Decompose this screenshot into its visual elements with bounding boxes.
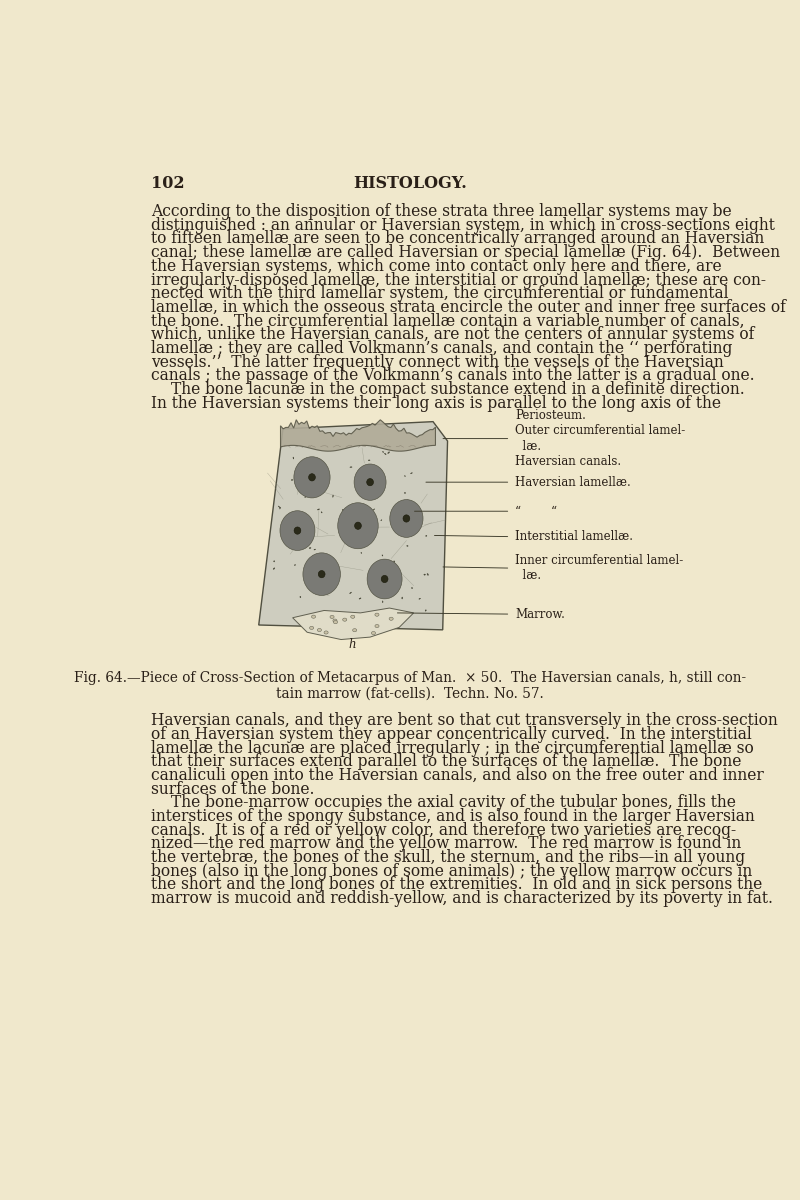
- Text: 102: 102: [151, 175, 185, 192]
- Text: bones (also in the long bones of some animals) ; the yellow marrow occurs in: bones (also in the long bones of some an…: [151, 863, 752, 880]
- Text: canals ; the passage of the Volkmann’s canals into the latter is a gradual one.: canals ; the passage of the Volkmann’s c…: [151, 367, 754, 384]
- Text: HISTOLOGY.: HISTOLOGY.: [353, 175, 467, 192]
- Text: tain marrow (fat-cells).  Techn. No. 57.: tain marrow (fat-cells). Techn. No. 57.: [276, 686, 544, 701]
- Text: Marrow.: Marrow.: [515, 607, 566, 620]
- Text: to fifteen lamellæ are seen to be concentrically arranged around an Haversian: to fifteen lamellæ are seen to be concen…: [151, 230, 764, 247]
- Text: According to the disposition of these strata three lamellar systems may be: According to the disposition of these st…: [151, 203, 731, 220]
- Text: the bone.  The circumferential lamellæ contain a variable number of canals,: the bone. The circumferential lamellæ co…: [151, 312, 744, 330]
- Text: Haversian canals, and they are bent so that cut transversely in the cross-sectio: Haversian canals, and they are bent so t…: [151, 713, 778, 730]
- Text: nected with the third lamellar system, the circumferential or fundamental: nected with the third lamellar system, t…: [151, 286, 728, 302]
- Text: distinguished : an annular or Haversian system, in which in cross-sections eight: distinguished : an annular or Haversian …: [151, 217, 774, 234]
- Text: lamellæ the lacunæ are placed irregularly ; in the circumferential lamellæ so: lamellæ the lacunæ are placed irregularl…: [151, 739, 754, 757]
- Text: lamellæ, in which the osseous strata encircle the outer and inner free surfaces : lamellæ, in which the osseous strata enc…: [151, 299, 786, 316]
- Text: vessels.’’  The latter frequently connect with the vessels of the Haversian: vessels.’’ The latter frequently connect…: [151, 354, 723, 371]
- Text: interstices of the spongy substance, and is also found in the larger Haversian: interstices of the spongy substance, and…: [151, 808, 754, 824]
- Text: surfaces of the bone.: surfaces of the bone.: [151, 781, 314, 798]
- Text: The bone-marrow occupies the axial cavity of the tubular bones, fills the: The bone-marrow occupies the axial cavit…: [170, 794, 735, 811]
- Text: marrow is mucoid and reddish-yellow, and is characterized by its poverty in fat.: marrow is mucoid and reddish-yellow, and…: [151, 890, 773, 907]
- Text: lamellæ ; they are called Volkmann’s canals, and contain the ‘‘ perforating: lamellæ ; they are called Volkmann’s can…: [151, 340, 732, 356]
- Text: Haversian lamellæ.: Haversian lamellæ.: [515, 475, 631, 488]
- Text: The bone lacunæ in the compact substance extend in a definite direction.: The bone lacunæ in the compact substance…: [170, 380, 745, 398]
- Text: nized—the red marrow and the yellow marrow.  The red marrow is found in: nized—the red marrow and the yellow marr…: [151, 835, 741, 852]
- Text: irregularly-disposed lamellæ, the interstitial or ground lamellæ; these are con-: irregularly-disposed lamellæ, the inters…: [151, 271, 766, 288]
- Text: canaliculi open into the Haversian canals, and also on the free outer and inner: canaliculi open into the Haversian canal…: [151, 767, 763, 784]
- Text: Interstitial lamellæ.: Interstitial lamellæ.: [515, 530, 634, 544]
- Text: Fig. 64.—Piece of Cross-Section of Metacarpus of Man.  × 50.  The Haversian cana: Fig. 64.—Piece of Cross-Section of Metac…: [74, 671, 746, 685]
- Text: Periosteum.
Outer circumferential lamel-
  læ.
Haversian canals.: Periosteum. Outer circumferential lamel-…: [515, 409, 686, 468]
- Text: “        “: “ “: [515, 505, 558, 517]
- Text: of an Haversian system they appear concentrically curved.  In the interstitial: of an Haversian system they appear conce…: [151, 726, 751, 743]
- Text: Inner circumferential lamel-
  læ.: Inner circumferential lamel- læ.: [515, 554, 684, 582]
- Text: that their surfaces extend parallel to the surfaces of the lamellæ.  The bone: that their surfaces extend parallel to t…: [151, 754, 742, 770]
- Text: the vertebræ, the bones of the skull, the sternum, and the ribs—in all young: the vertebræ, the bones of the skull, th…: [151, 850, 745, 866]
- Text: which, unlike the Haversian canals, are not the centers of annular systems of: which, unlike the Haversian canals, are …: [151, 326, 754, 343]
- Text: In the Haversian systems their long axis is parallel to the long axis of the: In the Haversian systems their long axis…: [151, 395, 721, 412]
- Text: the short and the long bones of the extremities.  In old and in sick persons the: the short and the long bones of the extr…: [151, 876, 762, 893]
- Text: canal; these lamellæ are called Haversian or special lamellæ (Fig. 64).  Between: canal; these lamellæ are called Haversia…: [151, 244, 780, 262]
- Text: the Haversian systems, which come into contact only here and there, are: the Haversian systems, which come into c…: [151, 258, 722, 275]
- Text: canals.  It is of a red or yellow color, and therefore two varieties are recog-: canals. It is of a red or yellow color, …: [151, 822, 736, 839]
